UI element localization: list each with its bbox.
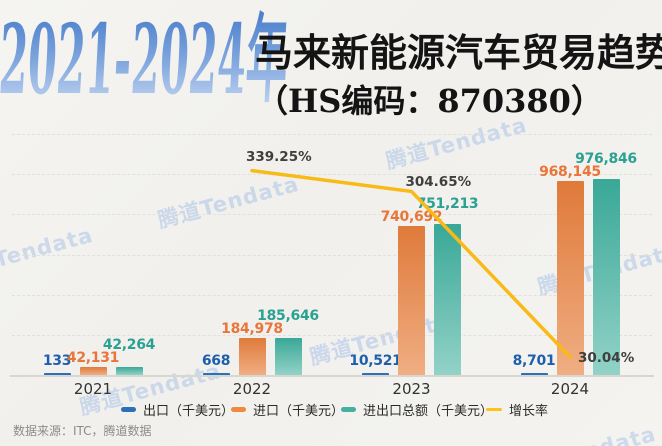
bar-label-export-2024: 8,701	[512, 353, 556, 369]
bar-total-2022	[274, 337, 302, 375]
growth-label-2024: 30.04%	[578, 349, 635, 366]
export-color-swatch	[121, 406, 136, 412]
bar-label-import-2022: 184,978	[221, 320, 283, 337]
legend-label: 出口（千美元）	[143, 403, 235, 419]
bar-export-2024	[520, 373, 548, 375]
bar-import-2023	[398, 226, 425, 375]
bar-label-total-2023: 751,213	[416, 196, 479, 213]
x-axis-label-2021: 2021	[73, 380, 113, 398]
x-axis-label-2023: 2023	[392, 380, 431, 398]
x-axis-label-2024: 2024	[550, 380, 590, 398]
bar-total-2024	[592, 178, 620, 375]
growth-label-2023: 304.65%	[405, 174, 472, 191]
legend-item-total: 进出口总额（千美元）	[341, 402, 494, 419]
x-axis-line	[10, 375, 654, 377]
gridline	[12, 134, 652, 135]
gridline	[12, 174, 652, 176]
hs-code-subtitle: （HS编码：870380）	[256, 82, 603, 120]
import-color-swatch	[231, 406, 246, 412]
bar-export-2023	[362, 372, 389, 375]
bar-label-total-2022: 185,646	[257, 307, 319, 324]
page-title: 马来新能源汽车贸易趋势	[255, 30, 662, 75]
bar-label-import-2024: 968,145	[539, 163, 601, 180]
bar-import-2022	[238, 337, 266, 375]
bar-import-2021	[79, 366, 107, 375]
bar-label-import-2021: 42,131	[66, 349, 120, 366]
x-axis-label-2022: 2022	[232, 380, 272, 398]
bar-total-2023	[434, 224, 461, 375]
legend-item-import: 进口（千美元）	[231, 402, 345, 419]
bar-label-import-2023: 740,692	[380, 209, 443, 226]
legend-label: 增长率	[509, 403, 549, 419]
gridline	[12, 254, 652, 256]
year-range-title: 2021-2024年	[0, 3, 291, 120]
bar-label-total-2021: 42,264	[102, 336, 156, 353]
bar-label-export-2022: 668	[201, 353, 231, 369]
growth-label-2022: 339.25%	[246, 148, 312, 165]
bar-label-total-2024: 976,846	[575, 150, 637, 167]
gridline	[12, 294, 652, 296]
total-color-swatch	[341, 406, 356, 412]
growth-line-swatch	[486, 407, 502, 411]
legend-item-export: 出口（千美元）	[121, 402, 235, 419]
bar-export-2021	[43, 373, 71, 375]
legend-label: 进出口总额（千美元）	[363, 403, 494, 419]
gridline	[12, 334, 652, 336]
data-source-note: 数据来源：ITC，腾道数据	[13, 424, 152, 438]
bar-import-2024	[556, 180, 584, 375]
bar-total-2021	[115, 366, 143, 375]
gridline	[12, 214, 652, 216]
legend-label: 进口（千美元）	[253, 403, 345, 419]
legend-item-growth: 增长率	[486, 402, 549, 419]
bar-label-export-2021: 133	[42, 353, 72, 369]
bar-label-export-2023: 10,521	[349, 353, 402, 369]
bar-export-2022	[202, 373, 230, 375]
